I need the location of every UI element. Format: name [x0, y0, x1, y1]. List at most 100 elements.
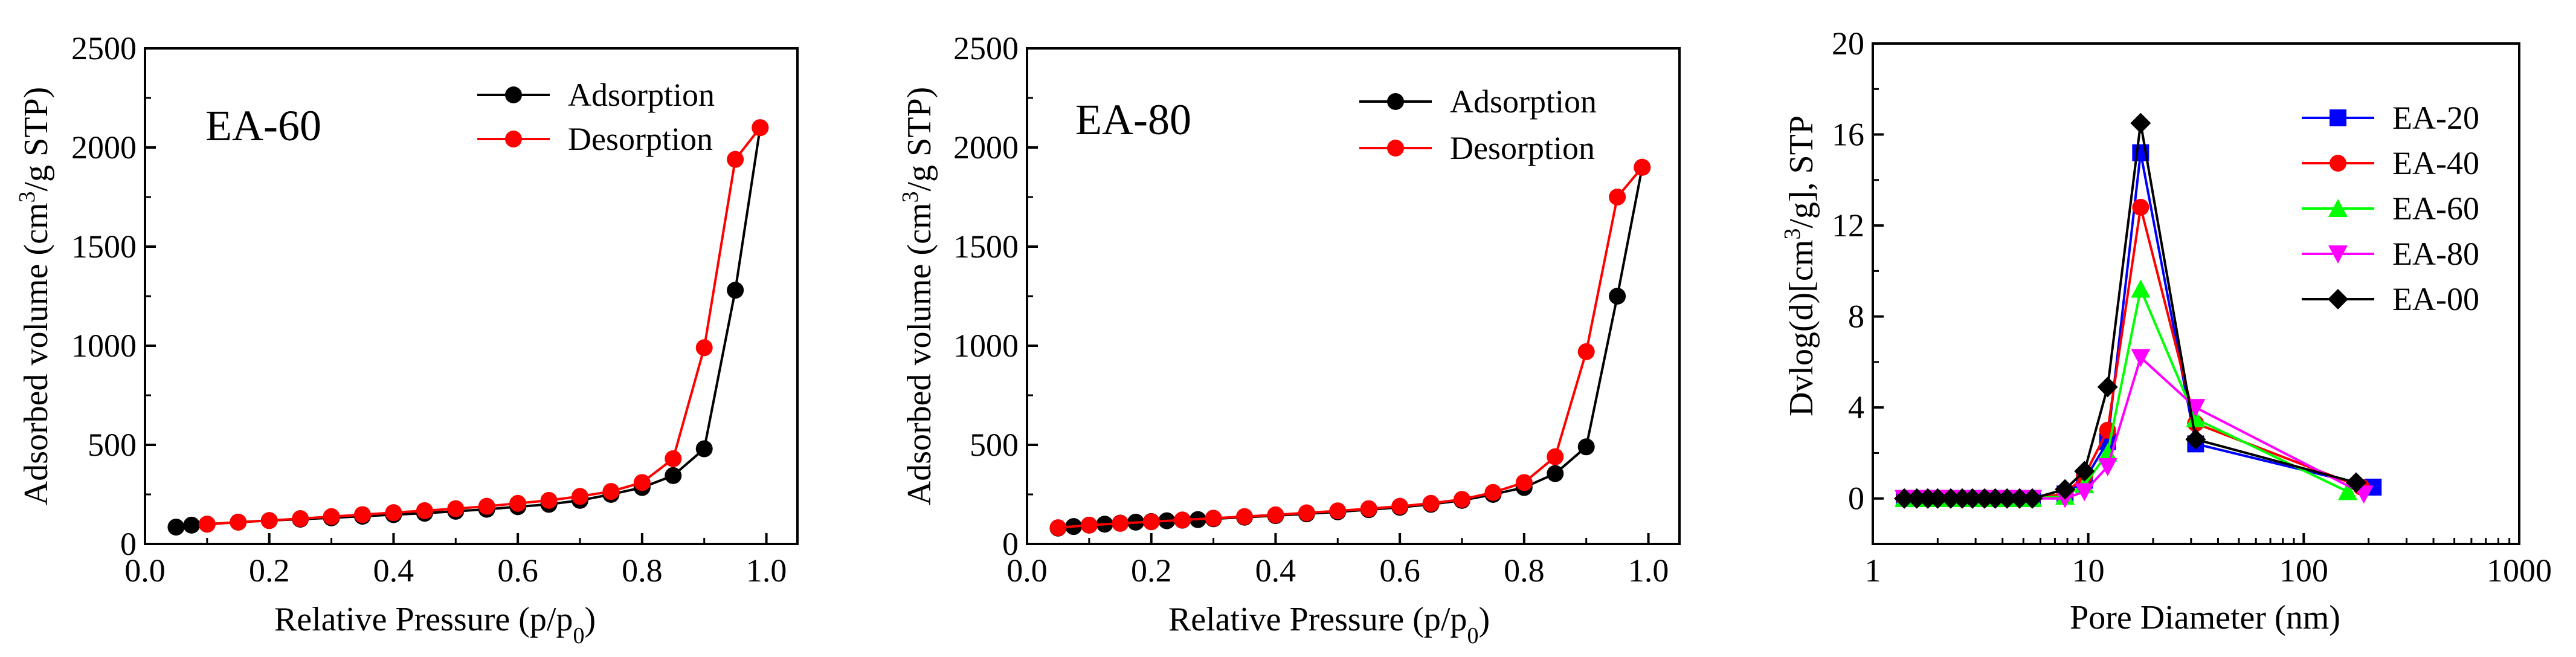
data-point-ea-80: [2354, 485, 2374, 504]
series-line-ea-00: [1904, 123, 2357, 500]
panel-1-series: [167, 119, 769, 536]
data-point-desorption: [1080, 516, 1098, 534]
data-point-ea-00: [2055, 479, 2076, 500]
data-point-desorption: [1236, 508, 1253, 525]
data-point-ea-60: [2186, 409, 2206, 427]
data-point-adsorption: [727, 282, 744, 299]
data-point-desorption: [752, 119, 769, 137]
data-point-ea-00: [2185, 429, 2206, 450]
data-point-ea-00: [1962, 488, 1983, 509]
y-tick-label: 500: [88, 427, 137, 463]
panel-3-legend: EA-20 EA-40 EA-60 EA-80 EA-00: [2302, 100, 2479, 317]
data-point-ea-00: [2022, 488, 2043, 509]
panel-ea-80: EA-80 0.0 0.2 0.4 0.6 0.8 1.0 0 500 1000 1500 2000…: [898, 30, 1681, 649]
y-tick-label: 8: [1848, 299, 1864, 335]
data-point-desorption: [1298, 504, 1315, 522]
legend-marker-adsorption: [1387, 93, 1404, 110]
y-tick-label: 0: [1848, 481, 1864, 517]
legend-marker-desorption: [1387, 140, 1404, 157]
panel-1-y-axis-label: Adsorbed volume (cm3/g STP): [14, 87, 55, 505]
x-tick-label: 0.8: [1504, 552, 1545, 589]
legend-marker-desorption: [505, 131, 522, 147]
data-point-desorption: [1049, 519, 1067, 537]
y-tick-label: 500: [970, 427, 1019, 463]
data-point-desorption: [727, 150, 744, 168]
data-point-desorption: [1112, 514, 1129, 532]
panel-ea-60: EA-60 0.0 0.2 0.4 0.6 0.8 1.0 0 500 1000 1500 2000…: [14, 30, 799, 649]
data-point-desorption: [1174, 511, 1191, 529]
panel-1-legend: Adsorption Desorption: [477, 77, 715, 157]
x-tick-label: 0.6: [1379, 552, 1420, 589]
legend-desorption: Desorption: [1450, 130, 1595, 166]
legend-label-ea-20: EA-20: [2392, 100, 2479, 136]
data-point-desorption: [540, 491, 558, 509]
panel-3-series: [1894, 112, 2382, 509]
x-tick-label: 0.4: [373, 552, 414, 589]
data-point-ea-00: [2009, 488, 2030, 509]
x-tick-label: 0.2: [1131, 552, 1172, 589]
y-tick-label: 1500: [71, 228, 137, 265]
panel-1-title: EA-60: [205, 102, 321, 150]
data-point-ea-80: [2186, 399, 2206, 418]
data-point-desorption: [602, 483, 620, 500]
data-point-adsorption: [167, 519, 185, 536]
data-point-adsorption: [665, 467, 682, 484]
legend-marker-ea-40: [2330, 155, 2346, 172]
data-point-desorption: [1329, 502, 1347, 520]
data-point-desorption: [1142, 513, 1160, 531]
data-point-desorption: [230, 513, 247, 531]
x-tick-label: 1.0: [746, 552, 787, 589]
data-point-ea-40: [2132, 198, 2149, 216]
data-point-adsorption: [695, 440, 713, 458]
data-point-desorption: [1422, 494, 1440, 512]
data-point-desorption: [1205, 510, 1222, 527]
x-tick-label: 0.0: [1006, 552, 1048, 589]
y-tick-label: 1500: [953, 228, 1019, 265]
x-tick-label: 0.4: [1255, 552, 1296, 589]
panel-2-legend: Adsorption Desorption: [1359, 83, 1597, 166]
data-point-desorption: [665, 450, 682, 467]
legend-label-ea-40: EA-40: [2392, 145, 2479, 181]
data-point-adsorption: [1547, 465, 1564, 482]
x-tick-label: 0.0: [124, 552, 166, 589]
panel-1-x-axis-label: Relative Pressure (p/p0): [274, 601, 596, 649]
data-point-desorption: [385, 504, 402, 522]
data-point-desorption: [572, 488, 588, 505]
y-tick-label: 20: [1832, 25, 1864, 62]
data-point-desorption: [292, 510, 309, 528]
panel-3-axes: 1 10 100 1000 0 4 8 12 16 20: [1832, 25, 2552, 589]
data-point-desorption: [1391, 497, 1409, 515]
data-point-desorption: [1634, 158, 1651, 176]
data-point-desorption: [1515, 474, 1533, 491]
series-line-ea-60: [1904, 285, 2348, 500]
y-tick-label: 1000: [71, 328, 137, 364]
panel-2-axes: 0.0 0.2 0.4 0.6 0.8 1.0 0 500 1000 1500 2000 2500: [953, 30, 1681, 589]
data-point-ea-80: [2098, 458, 2117, 477]
data-point-desorption: [416, 502, 433, 519]
panel-3-y-axis-label: Dvlog(d)[cm3/g], STP: [1780, 115, 1820, 416]
data-point-desorption: [1484, 484, 1502, 501]
data-point-ea-60: [2131, 279, 2151, 298]
legend-marker-ea-80: [2328, 245, 2348, 264]
data-point-ea-60: [2338, 482, 2358, 500]
data-point-ea-00: [1927, 488, 1948, 509]
x-tick-label: 0.2: [249, 552, 290, 589]
data-point-ea-00: [2346, 472, 2367, 493]
panel-2-y-axis-label: Adsorbed volume (cm3/g STP): [898, 87, 938, 505]
data-point-desorption: [1267, 506, 1284, 523]
series-line-ea-40: [1904, 207, 2362, 500]
data-point-desorption: [1609, 189, 1626, 206]
data-point-ea-00: [1985, 488, 2006, 509]
y-tick-label: 2500: [71, 30, 137, 66]
data-point-desorption: [260, 512, 278, 529]
data-point-desorption: [509, 494, 527, 512]
x-tick-label: 10: [2072, 552, 2105, 589]
data-point-ea-00: [2074, 461, 2095, 482]
legend-label-ea-60: EA-60: [2392, 190, 2479, 227]
data-point-adsorption: [1577, 438, 1595, 456]
panel-1-axes: 0.0 0.2 0.4 0.6 0.8 1.0 0 500 1000 1500 2000 2500: [71, 30, 799, 589]
data-point-ea-00: [1997, 488, 2018, 509]
x-tick-label: 1.0: [1628, 552, 1669, 589]
data-point-desorption: [1547, 448, 1564, 465]
